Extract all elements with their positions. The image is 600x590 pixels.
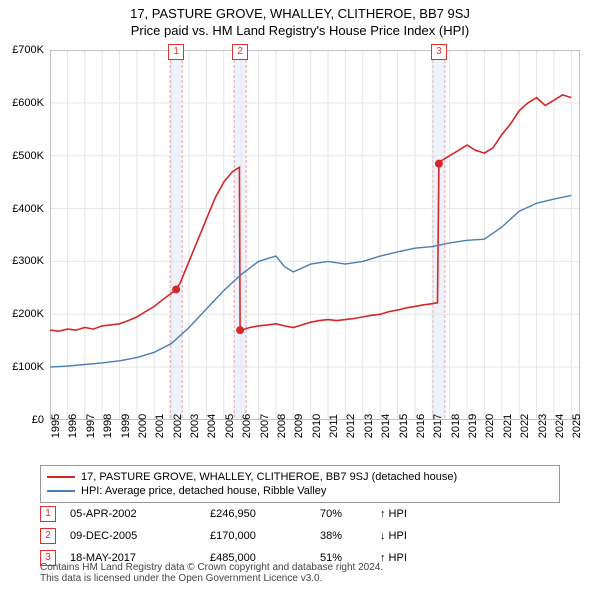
- y-axis-labels: £0£100K£200K£300K£400K£500K£600K£700K: [0, 50, 48, 420]
- x-tick-label: 2006: [241, 414, 253, 438]
- x-tick-label: 2019: [467, 414, 479, 438]
- y-tick-label: £600K: [12, 97, 44, 109]
- attribution: Contains HM Land Registry data © Crown c…: [40, 562, 560, 584]
- x-tick-label: 1999: [120, 414, 132, 438]
- x-tick-label: 2021: [502, 414, 514, 438]
- x-tick-label: 2017: [432, 414, 444, 438]
- chart-svg: [50, 50, 580, 420]
- chart-area: 123: [50, 50, 580, 420]
- title-line-2: Price paid vs. HM Land Registry's House …: [0, 23, 600, 38]
- sales-price: £246,950: [210, 508, 320, 520]
- x-tick-label: 2009: [293, 414, 305, 438]
- x-tick-label: 2012: [345, 414, 357, 438]
- x-axis-labels: 1995199619971998199920002001200220032004…: [50, 422, 580, 462]
- title-block: 17, PASTURE GROVE, WHALLEY, CLITHEROE, B…: [0, 0, 600, 38]
- sale-marker-3: 3: [431, 44, 447, 60]
- sales-row: 2 09-DEC-2005£170,00038%↓ HPI: [40, 525, 560, 547]
- x-tick-label: 2024: [554, 414, 566, 438]
- sale-marker-1: 1: [168, 44, 184, 60]
- x-tick-label: 2008: [276, 414, 288, 438]
- legend-label-2: HPI: Average price, detached house, Ribb…: [81, 485, 326, 497]
- sales-table: 1 05-APR-2002£246,95070%↑ HPI 2 09-DEC-2005…: [40, 503, 560, 569]
- x-tick-label: 2025: [571, 414, 583, 438]
- legend-label-1: 17, PASTURE GROVE, WHALLEY, CLITHEROE, B…: [81, 471, 457, 483]
- x-tick-label: 2011: [328, 414, 340, 438]
- x-tick-label: 2003: [189, 414, 201, 438]
- legend-item-1: 17, PASTURE GROVE, WHALLEY, CLITHEROE, B…: [47, 470, 553, 484]
- sale-marker-2: 2: [232, 44, 248, 60]
- sales-direction: ↓ HPI: [380, 530, 460, 542]
- y-tick-label: £500K: [12, 150, 44, 162]
- x-tick-label: 2000: [137, 414, 149, 438]
- x-tick-label: 2014: [380, 414, 392, 438]
- x-tick-label: 2013: [363, 414, 375, 438]
- sales-date: 05-APR-2002: [70, 508, 210, 520]
- x-tick-label: 2007: [259, 414, 271, 438]
- chart-container: 17, PASTURE GROVE, WHALLEY, CLITHEROE, B…: [0, 0, 600, 590]
- sales-direction: ↑ HPI: [380, 508, 460, 520]
- x-tick-label: 1996: [67, 414, 79, 438]
- x-tick-label: 2004: [206, 414, 218, 438]
- x-tick-label: 2005: [224, 414, 236, 438]
- sales-pct: 70%: [320, 508, 380, 520]
- title-line-1: 17, PASTURE GROVE, WHALLEY, CLITHEROE, B…: [0, 6, 600, 21]
- legend-swatch-2: [47, 490, 75, 492]
- x-tick-label: 1997: [85, 414, 97, 438]
- attribution-line-1: Contains HM Land Registry data © Crown c…: [40, 562, 560, 573]
- legend-box: 17, PASTURE GROVE, WHALLEY, CLITHEROE, B…: [40, 465, 560, 503]
- sales-price: £170,000: [210, 530, 320, 542]
- y-tick-label: £300K: [12, 255, 44, 267]
- y-tick-label: £100K: [12, 361, 44, 373]
- x-tick-label: 2023: [537, 414, 549, 438]
- attribution-line-2: This data is licensed under the Open Gov…: [40, 573, 560, 584]
- sales-row-marker: 2: [40, 528, 56, 544]
- sales-pct: 38%: [320, 530, 380, 542]
- y-tick-label: £0: [32, 414, 44, 426]
- legend-swatch-1: [47, 476, 75, 478]
- y-tick-label: £400K: [12, 203, 44, 215]
- sales-date: 09-DEC-2005: [70, 530, 210, 542]
- x-tick-label: 2010: [311, 414, 323, 438]
- sales-row-marker: 1: [40, 506, 56, 522]
- x-tick-label: 2018: [450, 414, 462, 438]
- x-tick-label: 1995: [50, 414, 62, 438]
- x-tick-label: 1998: [102, 414, 114, 438]
- x-tick-label: 2020: [484, 414, 496, 438]
- x-tick-label: 2001: [154, 414, 166, 438]
- y-tick-label: £700K: [12, 44, 44, 56]
- x-tick-label: 2016: [415, 414, 427, 438]
- y-tick-label: £200K: [12, 308, 44, 320]
- x-tick-label: 2002: [172, 414, 184, 438]
- x-tick-label: 2015: [398, 414, 410, 438]
- sales-row: 1 05-APR-2002£246,95070%↑ HPI: [40, 503, 560, 525]
- legend-item-2: HPI: Average price, detached house, Ribb…: [47, 484, 553, 498]
- x-tick-label: 2022: [519, 414, 531, 438]
